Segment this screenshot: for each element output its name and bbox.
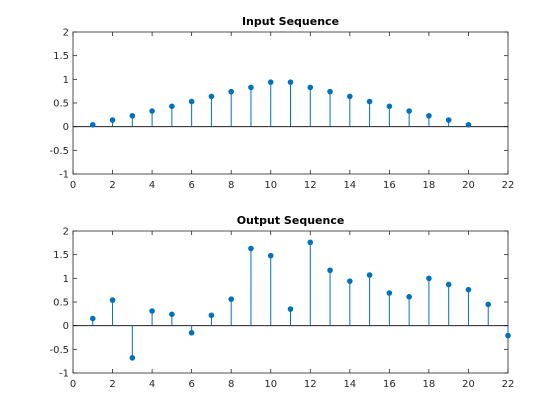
output-stem-marker <box>89 315 96 322</box>
output-stem-marker <box>248 245 254 252</box>
input-x-tick-label: 0 <box>70 180 76 191</box>
input-y-tick-label: 2 <box>63 28 69 39</box>
output-stem-marker <box>129 355 136 361</box>
input-stem-marker <box>169 103 175 110</box>
output-y-tick-label: 1.5 <box>53 250 69 261</box>
input-x-tick-label: 10 <box>264 180 277 191</box>
output-y-tick-label: 2 <box>63 227 69 238</box>
output-stem-marker <box>406 293 412 300</box>
output-stem-marker <box>445 281 452 288</box>
output-plot-area <box>72 230 509 374</box>
output-y-tick-label: 0.5 <box>53 298 69 309</box>
input-x-tick-label: 20 <box>462 180 475 191</box>
output-x-tick-label: 2 <box>109 379 115 390</box>
output-stem-marker <box>169 311 175 318</box>
output-stem-marker <box>347 278 353 284</box>
output-x-tick-label: 6 <box>188 379 194 390</box>
output-x-tick-label: 14 <box>343 379 356 390</box>
input-stem-marker <box>188 98 195 105</box>
output-x-tick-label: 4 <box>149 379 155 390</box>
output-x-tick-label: 12 <box>304 379 317 390</box>
output-x-tick-label: 10 <box>264 379 277 390</box>
output-y-tick-label: -1 <box>59 369 69 380</box>
input-stem-marker <box>248 84 254 91</box>
input-y-tick-label: -0.5 <box>49 146 69 157</box>
input-x-tick-label: 14 <box>343 180 356 191</box>
output-x-tick-label: 8 <box>228 379 234 390</box>
input-y-tick-label: -1 <box>59 170 69 181</box>
output-x-tick-label: 16 <box>383 379 396 390</box>
input-x-tick-label: 6 <box>188 180 194 191</box>
output-stem-marker <box>465 286 472 293</box>
input-stem-marker <box>366 98 373 105</box>
output-x-tick-label: 18 <box>423 379 436 390</box>
output-stem-marker <box>228 296 234 302</box>
input-stem-marker <box>287 79 294 85</box>
input-stem-marker <box>149 108 155 114</box>
input-stem-marker <box>386 103 393 110</box>
input-x-tick-label: 18 <box>423 180 436 191</box>
input-x-tick-label: 8 <box>228 180 234 191</box>
input-stem-marker <box>208 93 215 100</box>
output-x-tick-label: 0 <box>70 379 76 390</box>
input-stem-marker <box>406 108 412 114</box>
output-stem-marker <box>208 312 215 319</box>
input-stem-marker <box>267 79 274 85</box>
input-y-tick-label: 1 <box>63 75 69 86</box>
output-stem-marker <box>287 306 294 312</box>
output-stem-marker <box>505 332 511 339</box>
output-y-tick-label: 0 <box>63 321 69 332</box>
input-x-tick-label: 2 <box>109 180 115 191</box>
input-stem-marker <box>129 112 136 119</box>
output-stem-marker <box>188 329 195 336</box>
input-stem-marker <box>445 117 452 123</box>
input-stem-marker <box>327 88 333 95</box>
output-stem-marker <box>485 301 492 308</box>
output-stem-marker <box>366 272 373 278</box>
output-sequence-axes: Output Sequence 0 2 4 6 8 10 12 14 16 18 20 22-1-0.… <box>49 214 514 390</box>
input-y-tick-label: 0.5 <box>53 99 69 110</box>
input-x-tick-label: 12 <box>304 180 317 191</box>
input-sequence-axes: Input Sequence 0 2 4 6 8 10 12 14 16 18 20 22-1-0.5… <box>49 15 514 191</box>
input-x-tick-label: 22 <box>502 180 515 191</box>
input-stem-marker <box>228 88 234 95</box>
output-stem-marker <box>149 308 155 314</box>
output-stem-marker <box>327 267 333 274</box>
input-stem-marker <box>89 121 96 128</box>
output-stem-marker <box>307 239 314 246</box>
input-stem-marker <box>307 84 314 91</box>
output-x-tick-label: 20 <box>462 379 475 390</box>
output-sequence-title: Output Sequence <box>237 214 345 227</box>
input-stem-marker <box>109 117 116 123</box>
input-stem-marker <box>347 93 353 100</box>
output-stem-marker <box>426 275 432 282</box>
output-y-tick-label: -0.5 <box>49 345 69 356</box>
input-y-tick-label: 0 <box>63 122 69 133</box>
input-stem-marker <box>465 121 472 128</box>
input-x-tick-label: 4 <box>149 180 155 191</box>
input-sequence-title: Input Sequence <box>242 15 339 28</box>
output-stem-marker <box>267 252 274 259</box>
output-x-tick-label: 22 <box>502 379 515 390</box>
output-stem-marker <box>109 297 116 303</box>
output-y-tick-label: 1 <box>63 274 69 285</box>
input-stem-marker <box>426 112 432 119</box>
input-y-tick-label: 1.5 <box>53 51 69 62</box>
output-stem-marker <box>386 290 393 296</box>
input-x-tick-label: 16 <box>383 180 396 191</box>
